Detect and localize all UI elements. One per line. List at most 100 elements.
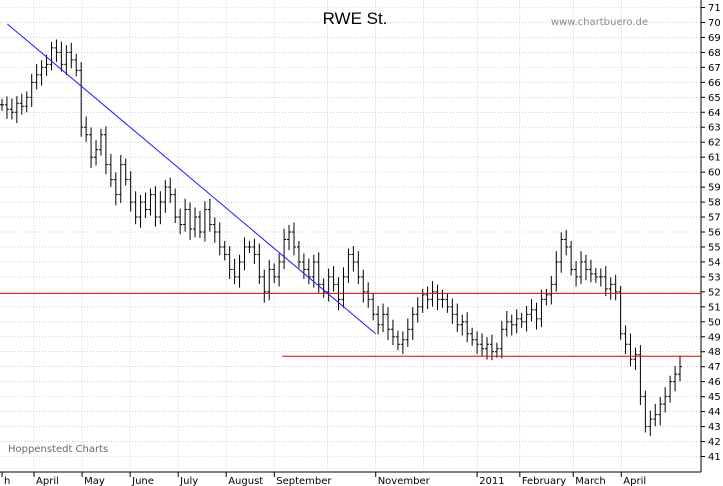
y-tick-label: 67: [708, 63, 721, 74]
y-tick-label: 44: [708, 407, 721, 418]
ohlc-bar: [400, 331, 405, 354]
ohlc-bar: [108, 153, 113, 187]
ohlc-bar: [603, 266, 608, 297]
x-tick-label: September: [276, 476, 332, 486]
ohlc-bar: [648, 410, 653, 437]
y-tick-label: 70: [708, 18, 721, 29]
x-tick-label: May: [84, 476, 105, 486]
ohlc-bar: [138, 194, 143, 228]
ohlc-bar: [643, 390, 648, 433]
ohlc-bar: [415, 297, 420, 323]
x-tick-label: 2011: [479, 476, 504, 486]
ohlc-bar: [405, 318, 410, 347]
ohlc-bar: [390, 319, 395, 346]
y-tick-label: 51: [708, 302, 721, 313]
ohlc-bar: [386, 307, 391, 341]
ohlc-bar: [173, 188, 178, 224]
ohlc-bar: [207, 198, 212, 232]
ohlc-bar: [262, 269, 267, 303]
y-tick-label: 65: [708, 93, 721, 104]
ohlc-bar: [168, 177, 173, 203]
ohlc-bar: [296, 240, 301, 268]
ohlc-bar: [98, 128, 103, 156]
ohlc-bar: [618, 285, 623, 340]
ohlc-bar: [356, 251, 361, 285]
ohlc-bar: [287, 224, 292, 251]
ohlc-bar: [34, 64, 39, 90]
ohlc-bar: [197, 211, 202, 238]
x-axis-labels: h April May June July August September November…: [1, 472, 646, 486]
ohlc-bar: [593, 267, 598, 283]
ohlc-bar: [89, 127, 94, 168]
y-tick-label: 61: [708, 153, 721, 164]
ohlc-bar: [158, 191, 163, 225]
ohlc-bar: [623, 325, 628, 354]
y-tick-label: 47: [708, 362, 721, 373]
y-tick-label: 42: [708, 437, 721, 448]
ohlc-bar: [628, 333, 633, 367]
ohlc-bar: [376, 305, 381, 335]
ohlc-bar: [544, 288, 549, 306]
horizontal-levels: [0, 292, 701, 357]
ohlc-bar: [331, 266, 336, 292]
ohlc-bar: [633, 347, 638, 370]
y-tick-label: 54: [708, 257, 721, 268]
ohlc-bar: [4, 96, 9, 119]
ohlc-bar: [569, 240, 574, 276]
ohlc-bar: [455, 303, 460, 332]
ohlc-bar: [658, 396, 663, 426]
ohlc-bar: [183, 198, 188, 232]
ohlc-bar: [351, 246, 356, 272]
y-tick-label: 64: [708, 108, 721, 119]
ohlc-bar: [148, 188, 153, 216]
ohlc-bar: [668, 375, 673, 403]
ohlc-bar: [188, 202, 193, 240]
ohlc-bar: [19, 93, 24, 115]
y-tick-label: 63: [708, 123, 721, 134]
y-tick-label: 41: [708, 452, 721, 463]
y-tick-label: 58: [708, 198, 721, 209]
ohlc-bar: [445, 293, 450, 313]
ohlc-bar: [588, 259, 593, 283]
y-tick-label: 66: [708, 78, 721, 89]
y-tick-label: 56: [708, 228, 721, 239]
ohlc-bar: [44, 54, 49, 76]
ohlc-bar: [395, 330, 400, 351]
ohlc-bar: [113, 172, 118, 206]
ohlc-bar: [39, 60, 44, 86]
ohlc-bar: [272, 263, 277, 283]
ohlc-bar: [470, 327, 475, 346]
ohlc-bar: [460, 314, 465, 336]
ohlc-bar: [549, 276, 554, 305]
ohlc-bar: [143, 192, 148, 218]
ohlc-bar: [301, 253, 306, 279]
x-tick-label: July: [179, 476, 198, 486]
ohlc-bar: [499, 320, 504, 359]
ohlc-bar: [440, 289, 445, 308]
ohlc-bar: [366, 282, 371, 308]
ohlc-bar: [237, 254, 242, 288]
ohlc-bar: [291, 222, 296, 256]
ohlc-bar: [227, 246, 232, 279]
ohlc-bar: [128, 171, 133, 212]
ohlc-bar: [529, 299, 534, 322]
ohlc-bar: [425, 286, 430, 309]
ohlc-bar: [598, 268, 603, 287]
ohlc-bar: [475, 331, 480, 354]
ohlc-bar: [509, 314, 514, 336]
ohlc-bar: [608, 277, 613, 300]
ohlc-bar: [84, 116, 89, 142]
ohlc-bar: [202, 201, 207, 242]
y-tick-label: 60: [708, 168, 721, 179]
ohlc-bar: [564, 229, 569, 256]
ohlc-bar: [539, 289, 544, 328]
ohlc-bar: [153, 186, 158, 227]
y-axis-labels: 41 42 43 44 45 46 47 48 49 50 51 52 53 54 55 56 57 58 59 60…: [701, 3, 721, 463]
ohlc-bar: [232, 258, 237, 285]
x-tick-label: h: [4, 476, 10, 486]
ohlc-bar: [554, 251, 559, 292]
ohlc-bar: [257, 243, 262, 285]
y-tick-label: 57: [708, 213, 721, 224]
ohlc-bar: [212, 217, 217, 243]
